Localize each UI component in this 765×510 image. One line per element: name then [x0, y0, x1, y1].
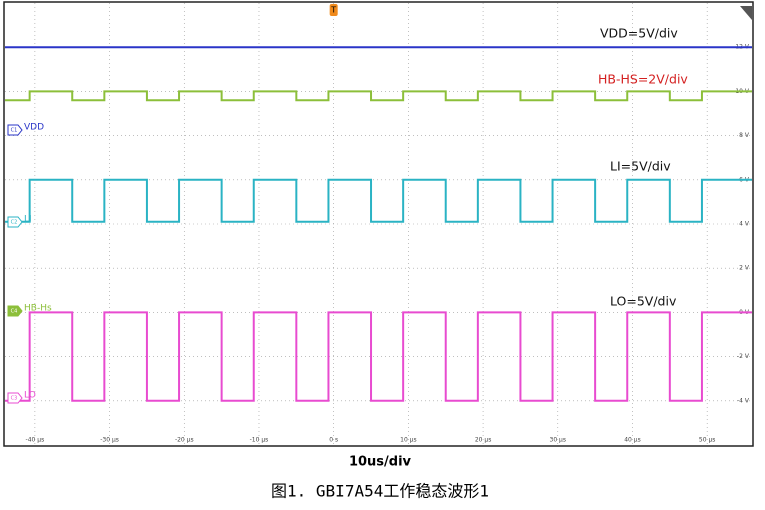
channel-badge	[7, 392, 23, 404]
waveform	[5, 178, 752, 223]
x-tick-label: -30 µs	[100, 437, 119, 444]
channel-id: C2	[11, 220, 18, 226]
channel-id: C1	[11, 128, 18, 134]
channel-name: LI	[24, 215, 32, 225]
y-tick-label: 8 V	[739, 132, 750, 139]
channel-badge	[7, 124, 23, 136]
channel-id: C3	[11, 396, 18, 402]
x-tick-label: 30 µs	[550, 437, 567, 444]
waveform	[5, 90, 752, 102]
scale-annotation: HB-HS=2V/div	[598, 72, 688, 87]
scale-annotation: LI=5V/div	[610, 159, 671, 174]
caption: 图1. GBI7A54工作稳态波形1	[271, 482, 489, 501]
waveform	[5, 311, 752, 402]
channel-id: C4	[11, 309, 18, 315]
x-tick-label: 50 µs	[699, 437, 716, 444]
channel-name: LO	[24, 391, 36, 401]
y-tick-label: 2 V	[739, 265, 750, 272]
x-tick-label: 20 µs	[475, 437, 492, 444]
y-tick-label: -2 V	[737, 353, 750, 360]
channel-badge	[7, 216, 23, 228]
y-tick-label: 4 V	[739, 221, 750, 228]
plot: 12 V10 V8 V6 V4 V2 V0 V-2 V-4 V-40 µs -30…	[5, 3, 752, 445]
scale-annotation: LO=5V/div	[610, 294, 677, 309]
x-axis-label: 10us/div	[349, 455, 412, 470]
scale-annotation: VDD=5V/div	[600, 26, 678, 41]
scope-frame	[3, 1, 754, 447]
x-tick-label: -10 µs	[250, 437, 269, 444]
corner-icon	[740, 6, 752, 20]
channel-badge	[7, 305, 23, 317]
x-tick-label: 10 µs	[400, 437, 417, 444]
x-tick-label: -40 µs	[26, 437, 45, 444]
x-tick-label: 40 µs	[624, 437, 641, 444]
y-tick-label: -4 V	[737, 397, 750, 404]
trigger-label: T	[330, 6, 336, 15]
x-tick-label: 0 s	[329, 437, 338, 444]
x-tick-label: -20 µs	[175, 437, 194, 444]
channel-name: HB-Hs	[24, 304, 52, 314]
trigger-marker	[329, 4, 338, 16]
channel-name: VDD	[24, 123, 44, 133]
